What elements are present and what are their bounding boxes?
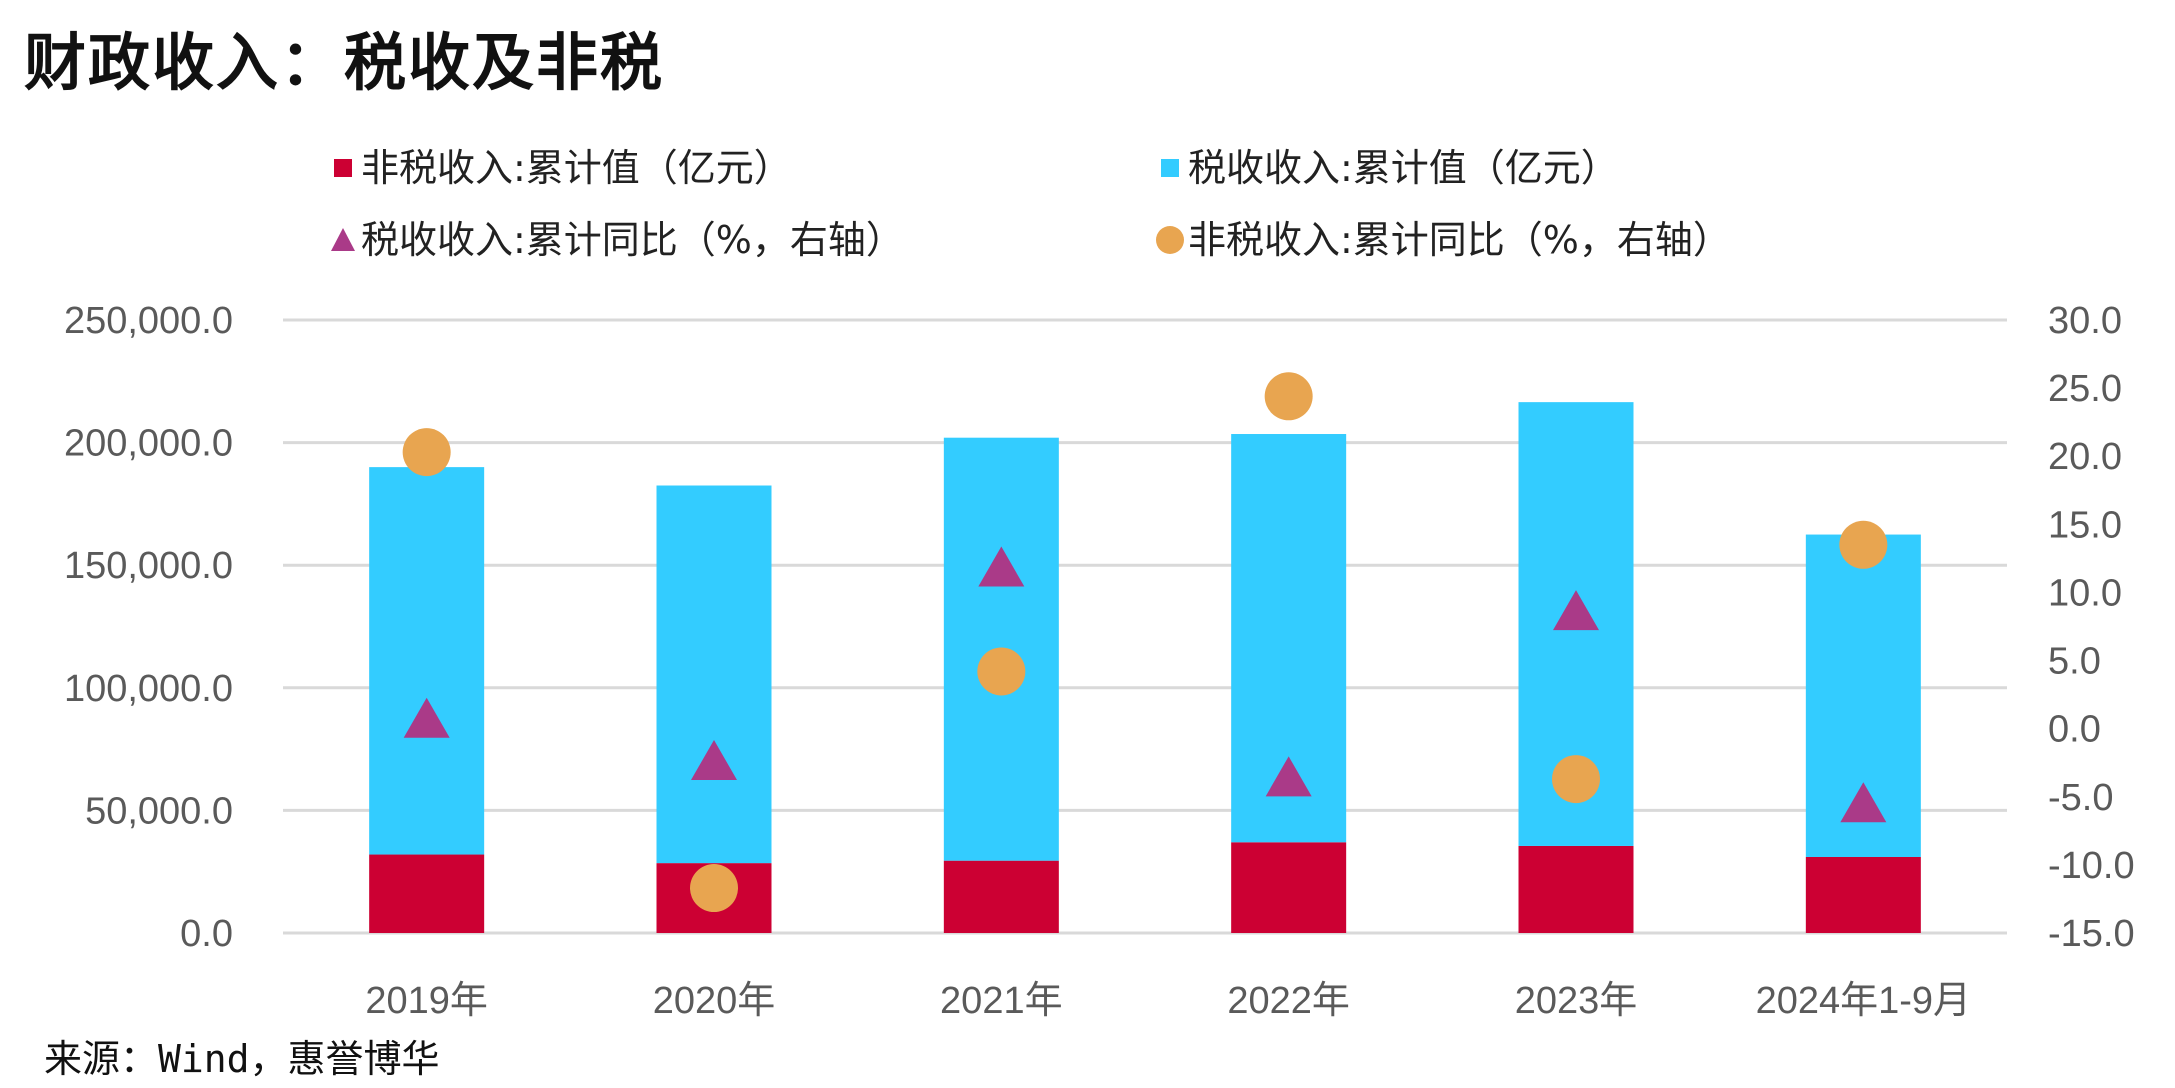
left-tick-label: 150,000.0 bbox=[64, 545, 233, 587]
bars bbox=[369, 402, 1921, 933]
point-tax-yoy bbox=[1265, 756, 1312, 797]
left-tick-label: 250,000.0 bbox=[64, 300, 233, 342]
right-tick-label: 15.0 bbox=[2048, 504, 2122, 546]
x-tick-label: 2022年 bbox=[1227, 980, 1350, 1022]
legend-swatch bbox=[334, 159, 352, 177]
left-tick-label: 50,000.0 bbox=[85, 790, 233, 832]
bar-nontax-revenue bbox=[369, 854, 485, 933]
x-tick-label: 2020年 bbox=[653, 980, 776, 1022]
x-tick-label: 2024年1-9月 bbox=[1756, 980, 1971, 1022]
x-tick-label: 2021年 bbox=[940, 980, 1063, 1022]
bar-nontax-revenue bbox=[1805, 856, 1921, 933]
x-axis: 2019年 2020年 2021年 2022年 2023年 2024年1-9月 bbox=[365, 980, 1971, 1022]
left-tick-label: 200,000.0 bbox=[64, 423, 233, 465]
gridlines bbox=[283, 318, 2007, 935]
legend-swatch bbox=[1161, 159, 1179, 177]
bar-tax-revenue bbox=[369, 467, 485, 855]
right-tick-label: 25.0 bbox=[2048, 368, 2122, 410]
left-tick-label: 100,000.0 bbox=[64, 668, 233, 710]
markers bbox=[402, 372, 1888, 913]
point-nontax-yoy bbox=[402, 428, 451, 477]
right-tick-label: 5.0 bbox=[2048, 641, 2101, 683]
right-axis: -15.0 -10.0 -5.0 0.0 5.0 10.0 15.0 20.0 25.0 30.0 bbox=[2048, 300, 2135, 955]
point-tax-yoy bbox=[691, 739, 737, 780]
bar-nontax-revenue bbox=[943, 860, 1059, 933]
right-tick-label: 20.0 bbox=[2048, 436, 2122, 478]
right-tick-label: -5.0 bbox=[2048, 777, 2113, 819]
legend-label: 非税收入:累计值（亿元） bbox=[361, 146, 792, 190]
right-tick-label: 30.0 bbox=[2048, 300, 2122, 342]
source-note: 来源：Wind，惠誉博华 bbox=[44, 1037, 440, 1081]
bar-tax-revenue bbox=[656, 485, 772, 864]
point-nontax-yoy bbox=[977, 647, 1026, 696]
legend-label: 税收收入:累计值（亿元） bbox=[1188, 146, 1619, 190]
page-title: 财政收入：税收及非税 bbox=[24, 26, 665, 99]
point-nontax-yoy bbox=[1264, 372, 1313, 421]
right-tick-label: -10.0 bbox=[2048, 845, 2135, 887]
point-tax-yoy bbox=[978, 546, 1025, 587]
point-nontax-yoy bbox=[1552, 755, 1600, 804]
x-tick-label: 2019年 bbox=[365, 980, 488, 1022]
point-tax-yoy bbox=[1840, 782, 1887, 823]
right-tick-label: -15.0 bbox=[2048, 913, 2135, 955]
x-tick-label: 2023年 bbox=[1515, 980, 1638, 1022]
point-nontax-yoy bbox=[1839, 520, 1888, 569]
left-tick-label: 0.0 bbox=[180, 913, 233, 955]
legend-label: 非税收入:累计同比（%，右轴） bbox=[1188, 218, 1731, 262]
right-tick-label: 10.0 bbox=[2048, 572, 2122, 614]
bar-nontax-revenue bbox=[1231, 842, 1347, 933]
right-tick-label: 0.0 bbox=[2048, 709, 2101, 751]
left-axis: 0.0 50,000.0 100,000.0 150,000.0 200,000.0 25… bbox=[64, 300, 233, 955]
point-tax-yoy bbox=[1553, 590, 1599, 631]
legend-swatch bbox=[331, 228, 355, 251]
point-tax-yoy bbox=[403, 697, 450, 738]
bar-nontax-revenue bbox=[1518, 845, 1634, 933]
legend-swatch bbox=[1156, 226, 1184, 254]
legend-label: 税收收入:累计同比（%，右轴） bbox=[361, 218, 904, 262]
point-nontax-yoy bbox=[690, 864, 738, 913]
legend: 非税收入:累计值（亿元） 税收收入:累计值（亿元） 税收收入:累计同比（%，右轴） 非… bbox=[331, 146, 1731, 262]
